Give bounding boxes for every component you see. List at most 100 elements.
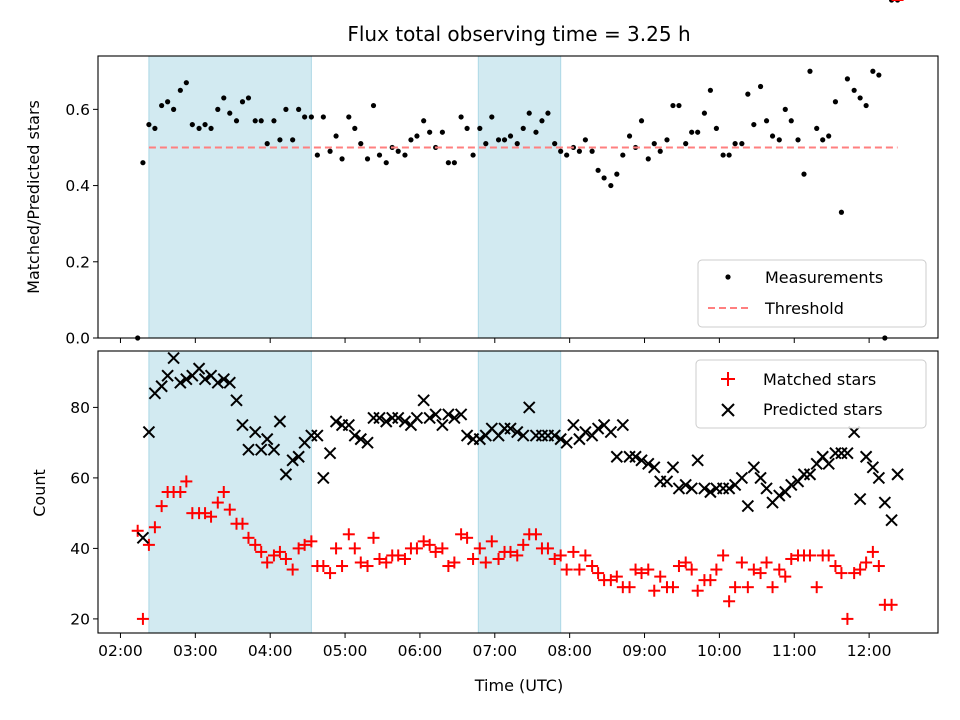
predicted-stars-point (423, 411, 436, 425)
predicted-stars-point (891, 468, 904, 481)
ratio-plot-frame (97, 55, 939, 339)
measurements-point (233, 118, 240, 124)
matched-stars-point (336, 560, 349, 573)
measurements-point (451, 160, 457, 166)
matched-stars-point (286, 563, 299, 576)
measurements-point (576, 148, 582, 154)
x-tick-label: 02:00 (98, 642, 143, 660)
matched-stars-point (392, 549, 405, 562)
measurements-point (838, 209, 845, 215)
predicted-stars-point (236, 418, 249, 432)
measurements-point (395, 148, 401, 154)
y-tick-label: 0.6 (65, 101, 90, 119)
predicted-stars-point (161, 369, 174, 382)
x-tick-label: 12:00 (847, 642, 892, 660)
matched-stars-point (511, 549, 524, 562)
y-tick-label: 0.2 (65, 253, 90, 271)
matched-stars-point (429, 545, 442, 558)
matched-stars-point (305, 535, 318, 548)
matched-stars-point (666, 581, 679, 594)
measurements-point (264, 141, 270, 147)
matched-stars-point (255, 545, 268, 558)
predicted-stars-point (504, 422, 517, 435)
predicted-stars-point (591, 422, 605, 435)
measurements-point (327, 148, 333, 154)
measurements-point (769, 133, 776, 139)
legend-marker-matched (721, 372, 735, 386)
matched-stars-point (810, 581, 823, 594)
predicted-stars-point (548, 429, 561, 442)
predicted-stars-point (610, 450, 624, 463)
matched-stars-point (236, 517, 249, 530)
matched-stars-point (760, 556, 773, 569)
matched-stars-point (773, 563, 786, 576)
measurements-point (670, 102, 676, 109)
predicted-stars-point (648, 461, 661, 474)
measurements-point (427, 129, 433, 135)
measurements-point (507, 133, 514, 139)
measurements-point (745, 91, 751, 97)
predicted-stars-point (835, 447, 848, 460)
matched-stars-point (766, 581, 779, 594)
predicted-stars-point (666, 461, 680, 474)
measurements-point (333, 133, 339, 139)
x-tick-label: 08:00 (547, 642, 592, 660)
matched-stars-point (136, 612, 149, 625)
matched-stars-point (779, 570, 792, 583)
predicted-stars-point (354, 432, 367, 446)
matched-stars-point (317, 560, 330, 573)
y-tick-label: 0.4 (65, 177, 90, 195)
matched-stars-point (205, 510, 218, 523)
matched-stars-point (691, 584, 704, 597)
x-tick-label: 03:00 (173, 642, 218, 660)
matched-stars-point (860, 556, 873, 569)
predicted-stars-point (735, 471, 749, 485)
measurements-point (533, 129, 539, 135)
measurements-point (701, 110, 708, 116)
measurements-point (283, 106, 289, 112)
measurements-point (564, 152, 570, 158)
predicted-stars-point (155, 380, 168, 393)
x-tick-label: 06:00 (398, 642, 443, 660)
matched-stars-point (174, 486, 187, 498)
measurements-point (782, 106, 788, 112)
measurements-point (402, 152, 408, 158)
matched-stars-point (829, 560, 842, 573)
matched-stars-point (803, 549, 816, 562)
predicted-stars-point (242, 443, 255, 456)
matched-stars-point (635, 567, 648, 580)
counts-legend: Matched stars Predicted stars (695, 359, 927, 429)
legend-marker-predicted (721, 403, 735, 417)
predicted-stars-point (230, 394, 243, 407)
measurements-point (795, 137, 801, 143)
measurements-point (664, 137, 670, 143)
matched-stars-point (623, 581, 636, 594)
measurements-point (277, 137, 283, 143)
matched-stars-point (148, 521, 161, 534)
predicted-stars-point (311, 429, 324, 442)
measurements-point (159, 102, 165, 109)
matched-stars-point (223, 503, 236, 516)
measurements-point (183, 80, 189, 86)
measurements-point (252, 118, 258, 124)
matched-stars-point (492, 552, 505, 565)
measurements-point (807, 68, 813, 74)
measurements-point (483, 141, 489, 147)
predicted-stars-point (660, 475, 674, 488)
x-tick-label: 10:00 (697, 642, 742, 660)
predicted-stars-point (560, 436, 573, 449)
predicted-stars-point (517, 429, 530, 442)
matched-stars-point (517, 538, 530, 551)
measurements-point (589, 148, 595, 154)
predicted-stars-point (380, 415, 393, 428)
matched-stars-point (648, 584, 661, 597)
x-tick-label: 07:00 (472, 642, 517, 660)
x-tick-label: 09:00 (622, 642, 667, 660)
matched-stars-point (579, 549, 592, 562)
measurements-point (370, 102, 377, 109)
measurements-point (227, 110, 233, 116)
matched-stars-point (717, 549, 730, 562)
matched-stars-point (747, 563, 760, 576)
measurements-point (526, 110, 532, 116)
